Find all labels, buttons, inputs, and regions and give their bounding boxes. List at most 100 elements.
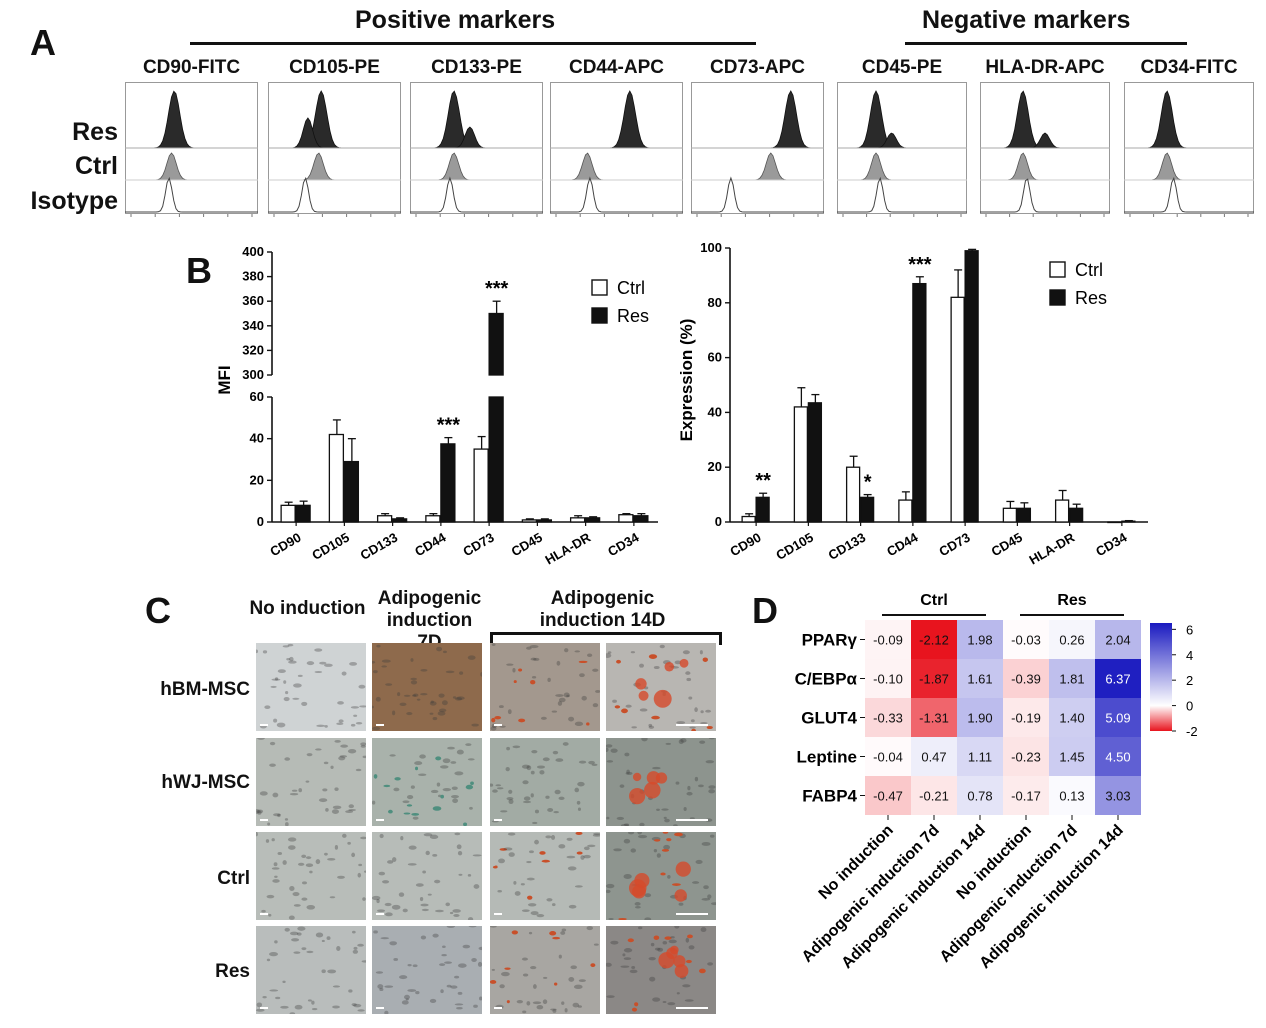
cell-speck: [292, 891, 300, 897]
cell-speck: [286, 658, 291, 661]
cell-speck: [682, 650, 690, 655]
cell-speck: [686, 677, 692, 682]
cell-speck: [379, 987, 384, 992]
x-tick-label-cd90: CD90: [727, 530, 763, 560]
cell-speck: [606, 653, 612, 659]
cell-speck: [452, 696, 457, 699]
cell-speck: [270, 685, 277, 688]
y-axis-label-expression: Expression (%): [677, 319, 696, 442]
cell-speck: [267, 822, 271, 826]
cell-speck: [350, 706, 360, 709]
bar-res-cd34: [1121, 520, 1136, 523]
mfi-bar-chart: MFI 0 20 40 60 300 320 340 360 380 400 CD90 CD105 CD1…: [215, 244, 658, 568]
cell-speck: [656, 853, 661, 858]
cell-speck: [513, 881, 517, 885]
marker-label-hla-dr-apc: HLA-DR-APC: [985, 57, 1105, 78]
cell-speck: [648, 725, 655, 729]
histogram-cd105-pe: [268, 82, 401, 217]
y-tick-label: 0: [715, 514, 722, 529]
cell-speck: [552, 936, 561, 940]
x-tick-label-cd73: CD73: [460, 530, 496, 560]
panel-a-label: A: [30, 22, 56, 63]
y-tick-label: 100: [700, 240, 722, 255]
cell-speck: [271, 867, 280, 870]
cell-speck: [573, 984, 583, 989]
cell-speck: [531, 675, 537, 679]
cell-speck: [473, 884, 480, 889]
colorbar-tick-label: -2: [1186, 724, 1198, 739]
cell-speck: [364, 870, 366, 873]
cell-speck: [399, 702, 407, 706]
cell-speck: [337, 875, 345, 879]
cell-speck: [361, 960, 366, 963]
cell-speck: [683, 807, 687, 812]
heatmap-value-r1-c0: -0.10: [873, 672, 903, 687]
cell-speck: [403, 694, 411, 697]
heatmap-value-r4-c4: 0.13: [1059, 789, 1084, 804]
bar-res-cd90: [295, 504, 311, 523]
cell-speck: [508, 799, 514, 805]
cell-speck: [381, 659, 391, 663]
cell-speck: [358, 863, 363, 867]
cell-speck: [530, 966, 537, 970]
cell-speck: [568, 716, 575, 722]
x-tick-label-cd105: CD105: [773, 530, 816, 563]
cell-speck: [285, 822, 289, 826]
cell-speck: [560, 931, 566, 935]
heatmap-group-res: Res: [1057, 592, 1086, 609]
cell-speck: [324, 663, 333, 667]
cell-speck: [678, 739, 684, 745]
cell-speck: [432, 933, 439, 938]
cell-speck: [490, 726, 497, 731]
cell-speck: [490, 980, 497, 984]
cell-speck: [467, 874, 472, 877]
cell-speck: [606, 889, 611, 894]
cell-speck: [575, 832, 583, 835]
cell-speck: [419, 754, 426, 759]
cell-speck: [530, 680, 536, 685]
cell-speck: [651, 715, 660, 720]
cell-speck: [307, 999, 312, 1002]
cell-speck: [362, 897, 366, 901]
cell-speck: [293, 904, 301, 907]
cell-speck: [274, 677, 279, 681]
heatmap-row-glut4: GLUT4: [801, 709, 857, 728]
cell-speck: [442, 945, 446, 949]
cell-speck: [289, 656, 294, 662]
cell-speck: [457, 851, 463, 856]
heatmap-value-r2-c0: -0.33: [873, 711, 903, 726]
cell-speck: [432, 854, 438, 857]
cell-speck: [527, 903, 537, 907]
cell-speck: [408, 845, 417, 850]
cell-speck: [480, 672, 482, 677]
heatmap-value-r3-c4: 1.45: [1059, 750, 1084, 765]
cell-speck: [382, 880, 390, 884]
marker-label-cd105-pe: CD105-PE: [289, 57, 380, 78]
heatmap-value-r4-c3: -0.17: [1011, 789, 1041, 804]
cell-speck: [273, 718, 278, 723]
cell-speck: [661, 849, 670, 852]
cell-speck: [595, 689, 600, 693]
cell-speck: [536, 765, 546, 769]
row-res: Res: [215, 961, 250, 982]
cell-speck: [499, 848, 508, 851]
cell-speck: [262, 650, 268, 654]
cell-speck: [414, 761, 423, 766]
cell-speck: [256, 832, 258, 837]
cell-speck: [453, 914, 460, 917]
cell-speck: [619, 784, 625, 788]
cell-speck: [491, 717, 496, 723]
cell-speck: [404, 994, 410, 1000]
significance-cd44: ***: [437, 415, 461, 437]
cell-speck: [675, 781, 680, 785]
lipid-droplet: [646, 771, 661, 785]
cell-speck: [392, 857, 397, 862]
cell-speck: [641, 738, 648, 742]
cell-speck: [593, 943, 599, 946]
lipid-droplet: [655, 772, 668, 784]
heatmap-cell-r2-c4: [1049, 698, 1095, 737]
heatmap-row-ppar: PPARγ: [802, 631, 858, 650]
micrograph-background: [256, 926, 366, 1014]
cell-speck: [429, 701, 437, 706]
cell-speck: [592, 703, 599, 708]
